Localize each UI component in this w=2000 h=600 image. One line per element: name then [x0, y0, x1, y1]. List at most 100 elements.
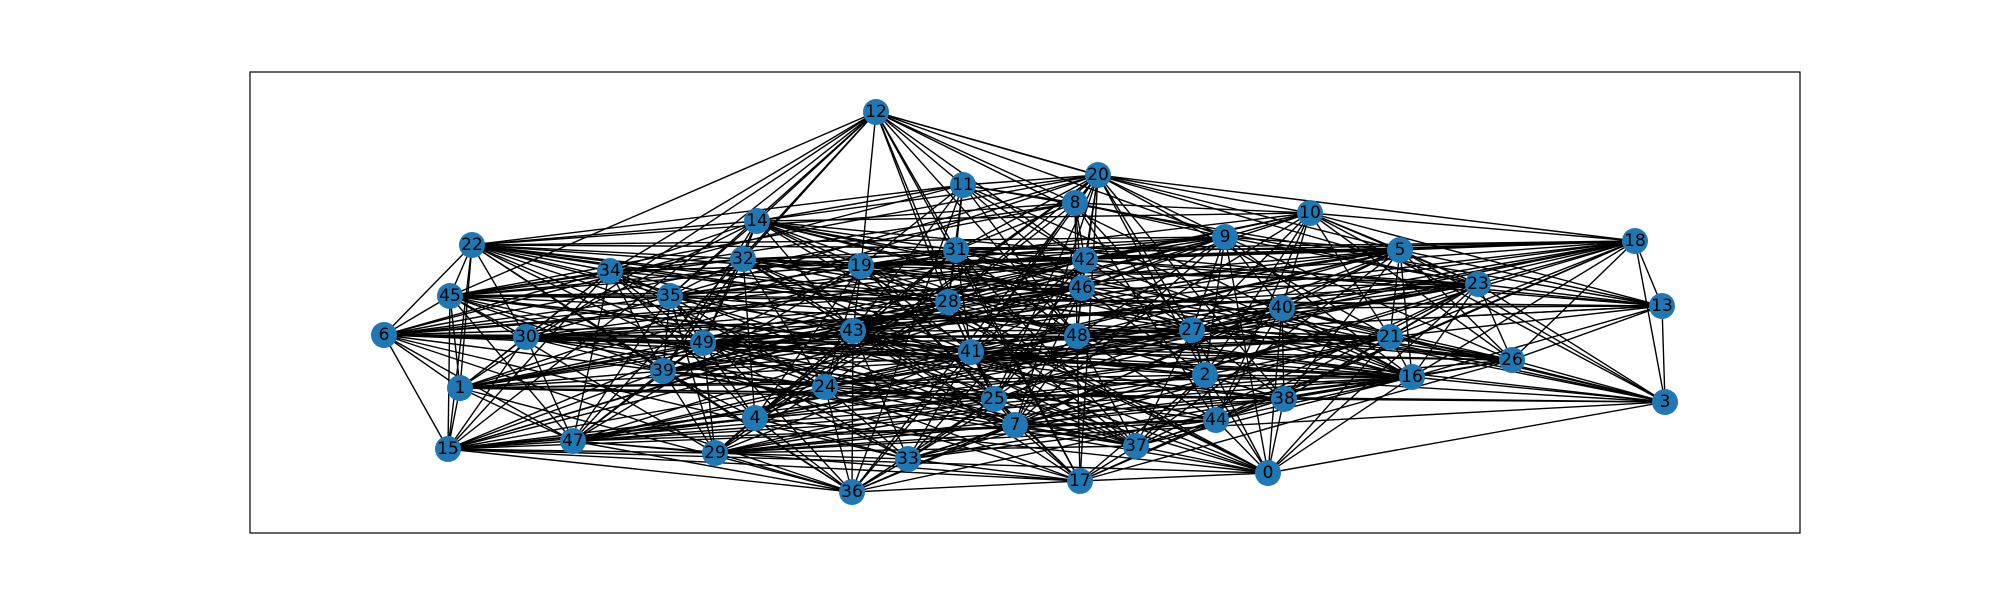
edge-11-19	[860, 184, 964, 267]
node-10: 10	[1297, 200, 1323, 226]
node-25: 25	[981, 386, 1007, 412]
node-label: 6	[379, 325, 390, 345]
edge-22-5	[471, 244, 1401, 251]
node-label: 27	[1181, 320, 1203, 340]
node-circle	[935, 289, 961, 315]
edge-32-34	[609, 258, 744, 272]
edge-10-1	[459, 212, 1311, 389]
edge-35-9	[669, 236, 1226, 297]
edge-18-43	[852, 240, 1636, 332]
node-18: 18	[1622, 228, 1648, 254]
edge-38-45	[449, 295, 1285, 400]
edge-46-32	[742, 258, 1083, 289]
edge-45-27	[449, 295, 1193, 331]
node-label: 34	[599, 261, 621, 281]
node-layer: 0123456789101112131415161718192021222324…	[371, 99, 1678, 505]
node-label: 25	[983, 389, 1005, 409]
edge-24-29	[714, 386, 826, 454]
node-label: 7	[1010, 415, 1021, 435]
edge-35-12	[669, 111, 877, 297]
edge-34-15	[447, 270, 611, 450]
edge-22-28	[471, 244, 949, 303]
edge-15-30	[447, 336, 527, 450]
node-14: 14	[744, 208, 770, 234]
edge-48-13	[1076, 305, 1663, 337]
edge-31-41	[955, 249, 972, 353]
node-44: 44	[1203, 407, 1229, 433]
node-circle	[597, 258, 623, 284]
node-21: 21	[1377, 324, 1403, 350]
node-circle	[1622, 228, 1648, 254]
node-circle	[981, 386, 1007, 412]
edge-1-47	[459, 387, 574, 442]
edge-1-36	[459, 387, 853, 493]
edge-35-36	[669, 295, 853, 493]
edge-31-48	[955, 249, 1078, 337]
edge-47-49	[572, 342, 704, 442]
edge-11-20	[962, 174, 1099, 186]
edge-37-28	[947, 301, 1137, 447]
edge-10-14	[756, 212, 1311, 222]
edge-46-49	[702, 287, 1083, 344]
node-circle	[650, 358, 676, 384]
edge-17-48	[1076, 335, 1081, 482]
node-circle	[702, 440, 728, 466]
edge-15-17	[447, 448, 1081, 482]
node-circle	[1652, 389, 1678, 415]
node-label: 32	[732, 249, 754, 269]
edge-3-18	[1634, 240, 1666, 403]
node-4: 4	[742, 405, 768, 431]
node-7: 7	[1002, 412, 1028, 438]
edge-0-15	[447, 448, 1269, 474]
edge-20-27	[1097, 174, 1193, 331]
edge-22-9	[471, 236, 1226, 246]
node-label: 18	[1624, 231, 1646, 251]
edge-36-25	[851, 398, 995, 493]
node-23: 23	[1465, 271, 1491, 297]
node-circle	[1179, 317, 1205, 343]
node-29: 29	[702, 440, 728, 466]
node-37: 37	[1123, 433, 1149, 459]
edge-15-46	[447, 287, 1083, 450]
edge-22-32	[471, 244, 744, 260]
edge-12-34	[609, 111, 877, 272]
edge-47-34	[572, 270, 611, 442]
edge-3-13	[1661, 305, 1666, 403]
node-17: 17	[1067, 468, 1093, 494]
edge-4-20	[754, 174, 1099, 419]
node-label: 0	[1263, 463, 1274, 483]
node-label: 22	[461, 235, 483, 255]
edge-29-45	[449, 295, 716, 454]
node-circle	[1085, 162, 1111, 188]
edge-32-35	[669, 258, 744, 297]
edge-15-45	[447, 295, 451, 450]
edge-11-46	[962, 184, 1083, 289]
edge-38-40	[1281, 307, 1285, 400]
node-label: 14	[746, 211, 768, 231]
edge-10-21	[1309, 212, 1391, 338]
node-label: 45	[439, 286, 461, 306]
edge-1-6	[383, 334, 461, 389]
edge-41-29	[714, 351, 972, 454]
node-label: 21	[1379, 327, 1401, 347]
node-circle	[1269, 295, 1295, 321]
node-circle	[447, 375, 473, 401]
edge-1-45	[449, 295, 461, 389]
node-26: 26	[1499, 347, 1525, 373]
node-label: 4	[750, 408, 761, 428]
node-circle	[1067, 468, 1093, 494]
edge-6-34	[383, 270, 611, 336]
edge-3-26	[1511, 359, 1666, 403]
edge-17-2	[1079, 374, 1206, 482]
node-label: 20	[1087, 165, 1109, 185]
node-13: 13	[1649, 293, 1675, 319]
node-48: 48	[1064, 323, 1090, 349]
edge-46-10	[1081, 212, 1311, 289]
edge-36-20	[851, 174, 1099, 493]
edge-18-10	[1309, 212, 1636, 242]
edge-37-31	[955, 249, 1137, 447]
node-label: 5	[1395, 240, 1406, 260]
node-49: 49	[690, 330, 716, 356]
node-circle	[950, 172, 976, 198]
node-40: 40	[1269, 295, 1295, 321]
